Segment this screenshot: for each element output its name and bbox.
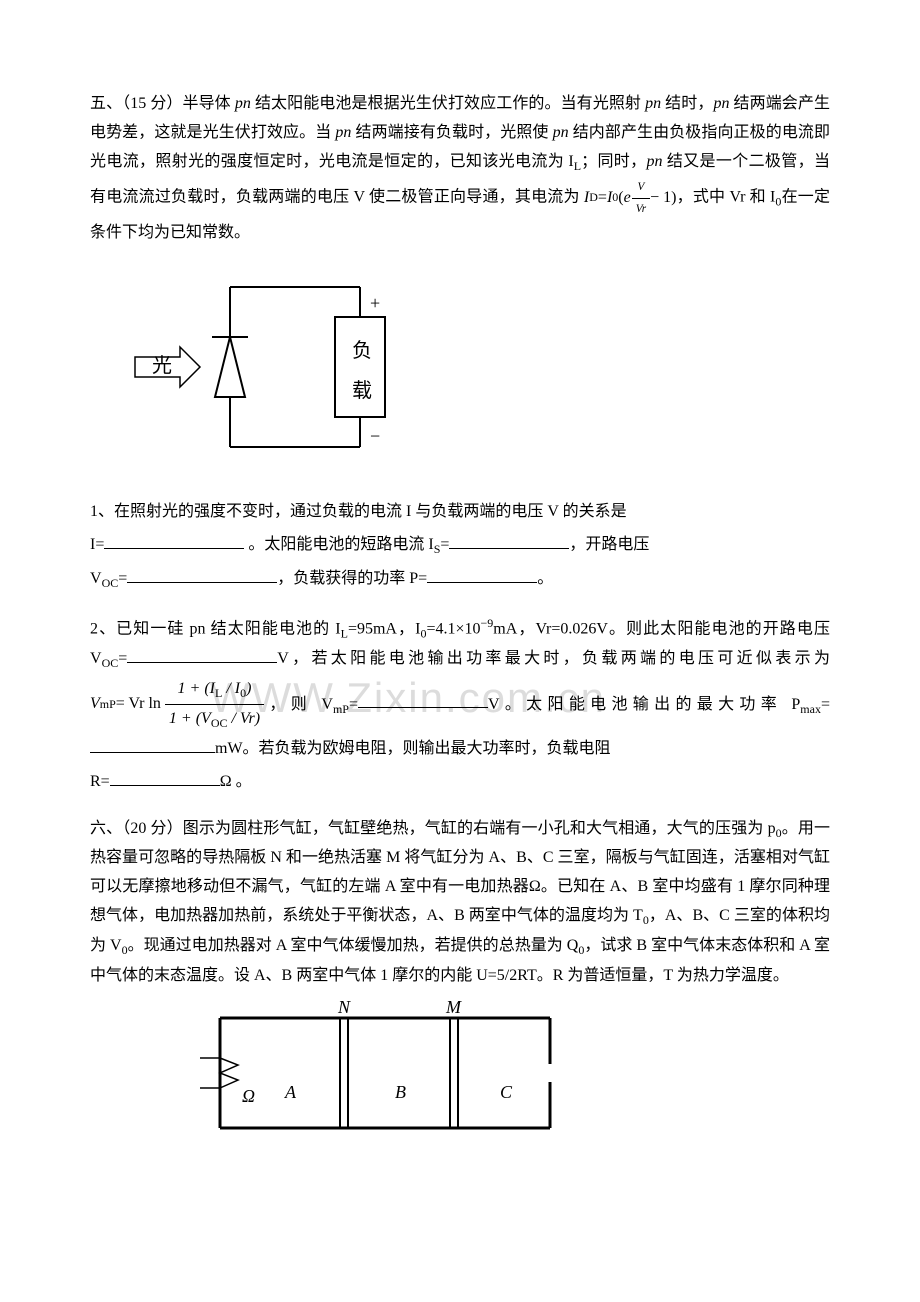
plus-sign: + [370,293,380,313]
q5-part1-line3: VOC= ，负载获得的功率 P= 。 [90,565,830,595]
q5p2-r-eq: R= [90,773,110,790]
q5p1-eq3: = [118,570,127,587]
q5p2-voc-sub: OC [102,656,119,670]
eq-sign: = [598,184,607,213]
blank-voc2 [127,645,277,663]
q5p1-eq2: = [440,536,449,553]
q5p1-text-1: 1、在照射光的强度不变时，通过负载的电流 I 与负载两端的电压 V 的关系是 [90,503,627,520]
vmp-den-2: / Vr) [227,710,260,727]
a-label: A [284,1082,297,1102]
b-label: B [395,1082,406,1102]
voc-sub: OC [102,576,119,590]
blank-is [449,531,569,549]
q5p2-eq1: = [118,650,127,667]
blank-pmax [90,736,215,754]
cylinder-diagram: N M Ω A B C [190,998,830,1159]
vmp-sub-2: mP [333,702,349,716]
minus-1-rparen: − 1) [650,184,676,213]
q5p2-t8: mW。若负载为欧姆电阻，则输出最大功率时，负载电阻 [215,740,611,757]
q5p2-t5: V，若太阳能电池输出功率最大时，负载两端的电压可近似表示为 [277,650,830,667]
q5p2-t2: =95mA，I [348,620,421,637]
q5p1-text-4: ，负载获得的功率 P= [277,570,427,587]
solar-cell-circuit-diagram: 光 负 载 + − [120,267,830,478]
cylinder-svg: N M Ω A B C [190,998,570,1148]
q5-part1-line1: 1、在照射光的强度不变时，通过负载的电流 I 与负载两端的电压 V 的关系是 [90,498,830,527]
q5-text-1: 五、（15 分）半导体 [90,95,235,112]
minus-sign: − [370,426,380,446]
vmp-den-1: 1 + (V [169,710,211,727]
q5-text-7: ；同时， [581,153,646,170]
c-label: C [500,1082,513,1102]
document-content: 五、（15 分）半导体 pn 结太阳能电池是根据光生伏打效应工作的。当有光照射 … [90,90,830,1159]
q5-text-2: 结太阳能电池是根据光生伏打效应工作的。当有光照射 [251,95,645,112]
blank-vmp [358,691,488,709]
q5-intro-paragraph: 五、（15 分）半导体 pn 结太阳能电池是根据光生伏打效应工作的。当有光照射 … [90,90,830,247]
vmp-eq: = Vr ln [116,690,161,719]
blank-p [427,565,537,583]
blank-voc [127,565,277,583]
q5p2-t7: V。太阳能电池输出的最大功率 P [488,695,800,712]
q5p2-t3: =4.1×10 [426,620,480,637]
q5-part2: 2、已知一硅 pn 结太阳能电池的 IL=95mA，I0=4.1×10−9mA，… [90,613,830,764]
q5-text-5: 结两端接有负载时，光照使 [351,124,552,141]
pmax-sub: max [800,702,821,716]
n-label: N [337,998,351,1017]
id-d-sub: D [589,187,598,209]
load-char-1: 负 [352,339,372,362]
blank-i [104,531,244,549]
q6-t4: 。现通过电加热器对 A 室中气体缓慢加热，若提供的总热量为 Q [128,937,579,954]
vmp-num-2: / I [222,680,240,697]
pn-italic-5: pn [553,124,569,141]
il-subscript: L [574,159,581,173]
q5p2-t6: ，则 V [264,695,333,712]
q5p1-i-eq: I= [90,536,104,553]
vmp-den-oc: OC [211,717,228,731]
vmp-num-1: 1 + (I [178,680,215,697]
q5p1-period: 。 [537,570,553,587]
pn-italic-6: pn [646,153,662,170]
blank-r [110,768,220,786]
q5p1-text-2: 。太阳能电池的短路电流 I [244,536,433,553]
q5p1-voc-v: V [90,570,102,587]
vmp-sub: mP [100,694,116,716]
q5p1-text-3: ，开路电压 [569,536,649,553]
vmp-num-3: ) [246,680,251,697]
pn-italic-3: pn [713,95,729,112]
vmp-formula: VmP = Vr ln 1 + (IL / I0) 1 + (VOC / Vr) [90,675,264,736]
vmp-frac-num: 1 + (IL / I0) [165,675,264,706]
vmp-frac-den: 1 + (VOC / Vr) [165,705,264,735]
diode-current-formula: ID = I0(e V Vr − 1) [584,177,677,218]
q5p2-ohm: Ω 。 [220,773,252,790]
q5p2-t1: 2、已知一硅 pn 结太阳能电池的 I [90,620,341,637]
exp-frac-num: V [632,177,650,198]
vmp-v: V [90,690,100,719]
m-label: M [445,998,462,1017]
pn-italic-1: pn [235,95,251,112]
q5-text-3: 结时， [661,95,713,112]
exp-frac-den: Vr [632,199,650,219]
e-var: e [624,184,631,213]
pn-italic-4: pn [335,124,351,141]
load-char-2: 载 [352,379,372,402]
q5-text-9: ，式中 Vr 和 I [676,189,775,206]
circuit-svg: 光 负 载 + − [120,267,400,467]
q5p2-eq2: = [349,695,358,712]
pn-italic-2: pn [645,95,661,112]
q5-part1-line2: I= 。太阳能电池的短路电流 IS=，开路电压 [90,531,830,561]
q5p2-exp: −9 [481,616,494,630]
q5p2-il-sub: L [341,626,348,640]
omega-label: Ω [242,1086,255,1106]
q5p2-eq3: = [821,695,830,712]
q5-part2-line4: R= Ω 。 [90,768,830,797]
q6-t1: 六、（20 分）图示为圆柱形气缸，气缸壁绝热，气缸的右端有一小孔和大气相通，大气… [90,820,776,837]
q6-intro-paragraph: 六、（20 分）图示为圆柱形气缸，气缸壁绝热，气缸的右端有一小孔和大气相通，大气… [90,815,830,991]
